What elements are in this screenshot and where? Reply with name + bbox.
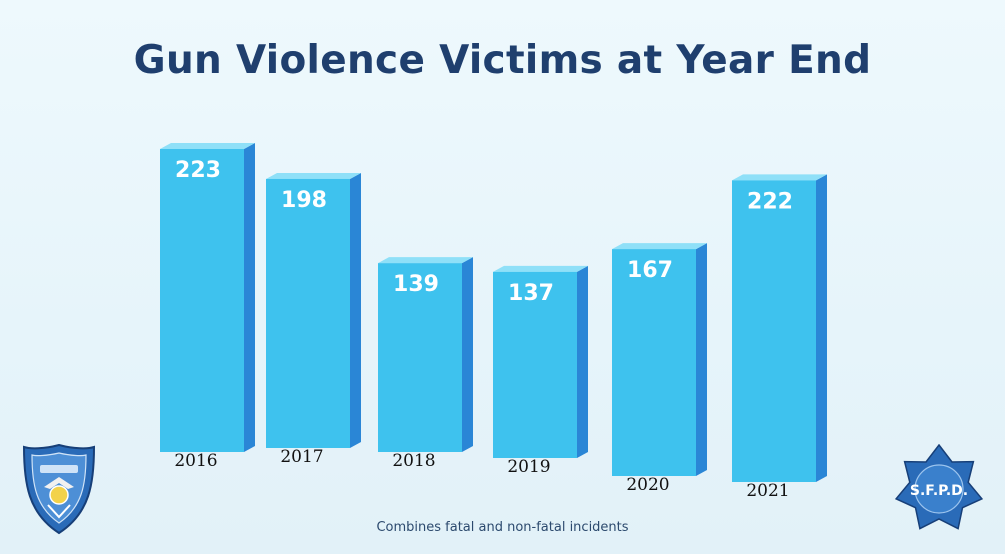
star-badge-icon: S.F.P.D.: [894, 444, 984, 530]
bar-front-2016: [160, 149, 244, 452]
bar-2016: 223: [160, 143, 255, 452]
bar-value-label-2018: 139: [393, 272, 439, 297]
bar-value-label-2019: 137: [508, 281, 554, 306]
x-tick-label-2019: 2019: [507, 457, 550, 477]
footnote: Combines fatal and non-fatal incidents: [376, 520, 629, 535]
x-tick-label-2020: 2020: [626, 475, 669, 495]
bar-side-2016: [244, 143, 255, 452]
bar-value-label-2017: 198: [281, 188, 327, 213]
x-tick-label-2018: 2018: [392, 451, 435, 471]
bar-2018: 139: [378, 257, 473, 452]
bars-group: 223 198 139 137 167 222: [160, 143, 827, 482]
bar-side-2017: [350, 172, 361, 448]
chart-title: Gun Violence Victims at Year End: [133, 38, 872, 83]
bar-front-2018: [378, 263, 462, 452]
bar-2021: 222: [732, 174, 827, 482]
shield-badge-icon: [22, 443, 96, 535]
bar-value-label-2016: 223: [175, 158, 221, 183]
bar-top-2020: [612, 243, 707, 250]
x-tick-label-2016: 2016: [174, 451, 217, 471]
bar-top-2021: [732, 174, 827, 181]
bar-top-2017: [266, 172, 361, 179]
star-badge-text: S.F.P.D.: [910, 483, 968, 499]
bar-top-2019: [493, 265, 588, 272]
bar-top-2018: [378, 257, 473, 264]
bar-value-label-2021: 222: [747, 189, 793, 214]
bar-side-2021: [816, 174, 827, 482]
x-tick-label-2017: 2017: [280, 447, 323, 467]
bar-value-label-2020: 167: [627, 258, 673, 283]
bar-side-2018: [462, 257, 473, 452]
bar-front-2020: [612, 249, 696, 476]
bar-2019: 137: [493, 265, 588, 458]
bar-side-2019: [577, 265, 588, 458]
bar-side-2020: [696, 243, 707, 476]
bar-front-2019: [493, 271, 577, 458]
bar-2020: 167: [612, 243, 707, 476]
bar-top-2016: [160, 143, 255, 149]
x-tick-labels: 2016 2017 2018 2019 2020 2021: [174, 447, 789, 501]
bar-2017: 198: [266, 172, 361, 448]
bar-front-2017: [266, 178, 350, 448]
x-tick-label-2021: 2021: [746, 481, 789, 501]
bar-front-2021: [732, 180, 816, 482]
